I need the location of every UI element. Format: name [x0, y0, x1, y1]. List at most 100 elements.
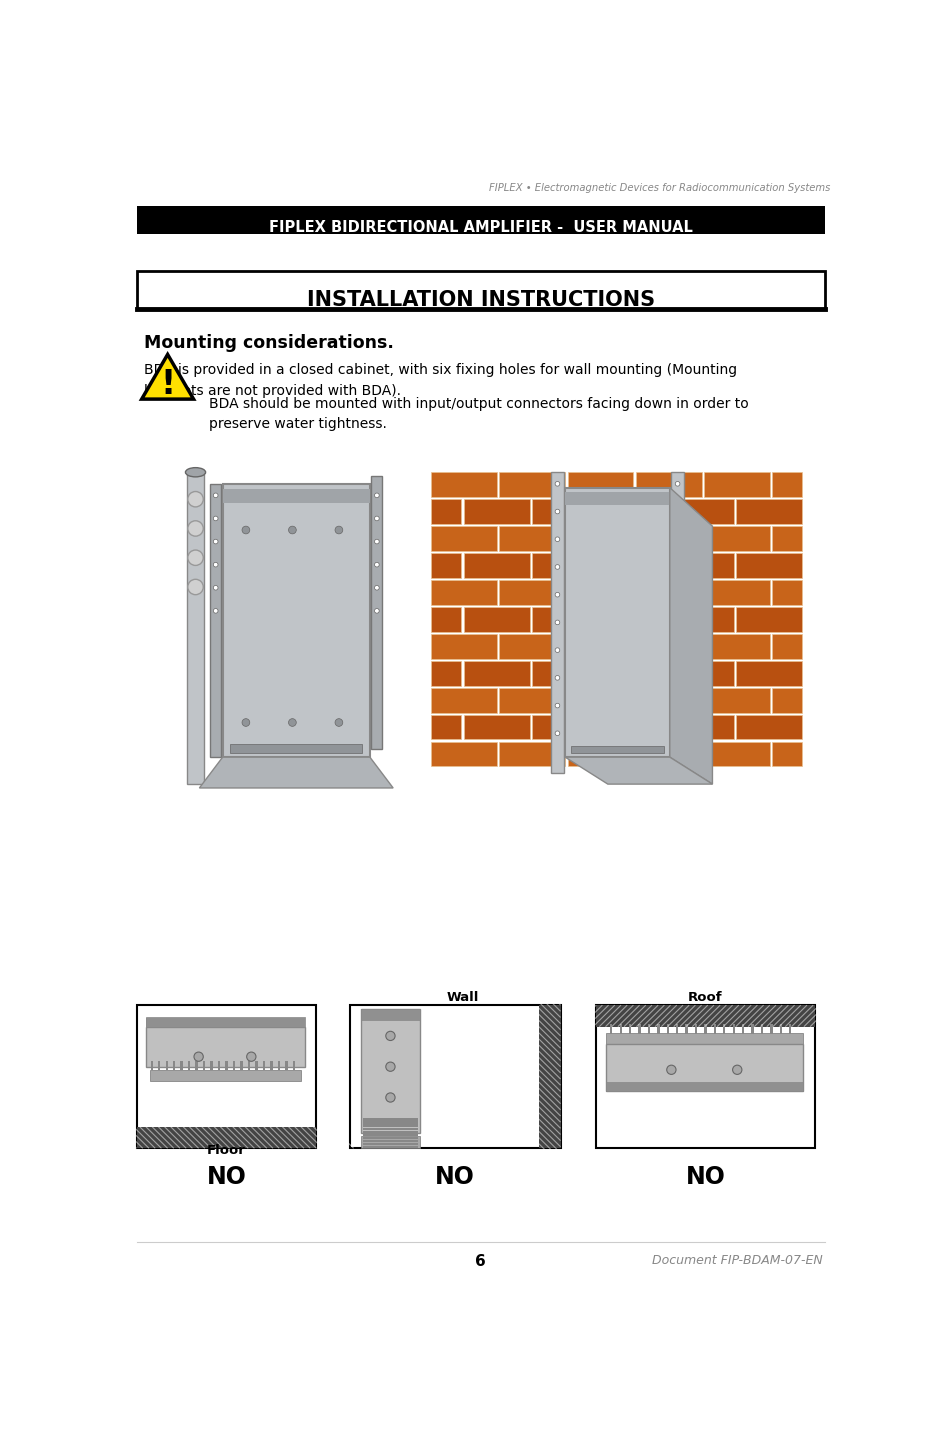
Text: NO: NO — [206, 1165, 247, 1189]
Bar — [431, 715, 461, 739]
Circle shape — [555, 704, 560, 708]
Circle shape — [242, 526, 250, 535]
Circle shape — [213, 609, 218, 613]
Bar — [636, 526, 702, 550]
Text: INSTALLATION INSTRUCTIONS: INSTALLATION INSTRUCTIONS — [307, 289, 655, 310]
Circle shape — [289, 526, 296, 535]
Text: BDA should be mounted with input/output connectors facing down in order to
prese: BDA should be mounted with input/output … — [208, 397, 749, 431]
Circle shape — [555, 648, 560, 652]
Circle shape — [213, 562, 218, 567]
Bar — [751, 1025, 754, 1033]
Bar — [772, 742, 802, 767]
Text: Wall: Wall — [446, 990, 479, 1003]
Bar — [704, 633, 770, 659]
Ellipse shape — [186, 467, 205, 477]
Text: FIPLEX • Electromagnetic Devices for Radiocommunication Systems: FIPLEX • Electromagnetic Devices for Rad… — [489, 183, 830, 193]
Circle shape — [374, 586, 379, 590]
Circle shape — [247, 1052, 256, 1062]
Bar — [567, 688, 633, 712]
Bar — [597, 1005, 815, 1026]
Bar — [704, 688, 770, 712]
Bar — [736, 499, 802, 524]
Bar — [150, 1070, 301, 1080]
Bar — [137, 469, 396, 788]
Bar — [600, 715, 666, 739]
Circle shape — [386, 1093, 395, 1102]
Bar — [676, 1025, 678, 1033]
Circle shape — [675, 675, 680, 681]
Bar — [146, 1019, 305, 1027]
Circle shape — [188, 579, 204, 595]
Bar — [779, 1025, 782, 1033]
Bar — [668, 608, 734, 632]
Bar — [600, 499, 666, 524]
Bar — [293, 1060, 295, 1070]
Circle shape — [335, 719, 342, 727]
Bar — [240, 1060, 243, 1070]
Circle shape — [213, 516, 218, 520]
Bar — [761, 1025, 764, 1033]
Circle shape — [374, 516, 379, 520]
Polygon shape — [566, 757, 713, 784]
Bar — [225, 1060, 228, 1070]
Bar — [648, 1025, 650, 1033]
Bar — [636, 742, 702, 767]
Bar — [552, 473, 564, 772]
Bar — [772, 473, 802, 497]
Circle shape — [374, 493, 379, 497]
Bar — [137, 271, 825, 310]
Bar — [597, 1005, 815, 1148]
Bar — [361, 1009, 419, 1134]
Circle shape — [555, 731, 560, 735]
Bar — [408, 469, 825, 788]
Bar — [704, 526, 770, 550]
Bar — [620, 1025, 622, 1033]
Circle shape — [213, 539, 218, 545]
Bar — [636, 633, 702, 659]
Circle shape — [675, 537, 680, 542]
Bar — [255, 1060, 258, 1070]
Bar — [363, 1146, 418, 1148]
Polygon shape — [142, 354, 193, 400]
Bar — [770, 1025, 773, 1033]
Bar — [668, 661, 734, 685]
Text: NO: NO — [686, 1165, 725, 1189]
Circle shape — [374, 539, 379, 545]
Text: BDA is provided in a closed cabinet, with six fixing holes for wall mounting (Mo: BDA is provided in a closed cabinet, wit… — [144, 363, 737, 397]
Text: NO: NO — [435, 1165, 475, 1189]
Bar — [263, 1060, 265, 1070]
Bar — [499, 526, 566, 550]
Bar — [686, 1025, 688, 1033]
Bar — [431, 526, 497, 550]
Bar — [704, 742, 770, 767]
Bar — [363, 1134, 418, 1136]
Bar — [499, 580, 566, 605]
Circle shape — [289, 719, 296, 727]
Bar — [772, 580, 802, 605]
Text: Floor: Floor — [207, 1145, 246, 1158]
Text: Document FIP-BDAM-07-EN: Document FIP-BDAM-07-EN — [652, 1254, 823, 1267]
Bar — [210, 484, 221, 757]
Circle shape — [675, 509, 680, 514]
Bar — [180, 1060, 183, 1070]
Bar — [137, 206, 825, 234]
Circle shape — [675, 592, 680, 598]
Bar — [203, 1060, 205, 1070]
Bar — [361, 1136, 419, 1148]
Bar — [431, 661, 461, 685]
Circle shape — [335, 526, 342, 535]
Bar — [567, 526, 633, 550]
Circle shape — [188, 492, 204, 507]
Bar — [248, 1060, 250, 1070]
Bar — [668, 499, 734, 524]
Bar — [278, 1060, 280, 1070]
Bar — [704, 473, 770, 497]
Bar — [606, 1082, 803, 1092]
Bar — [463, 553, 530, 577]
Circle shape — [675, 731, 680, 735]
Bar — [532, 608, 598, 632]
Bar — [736, 715, 802, 739]
Bar — [499, 473, 566, 497]
Bar — [672, 473, 684, 772]
Bar — [567, 473, 633, 497]
